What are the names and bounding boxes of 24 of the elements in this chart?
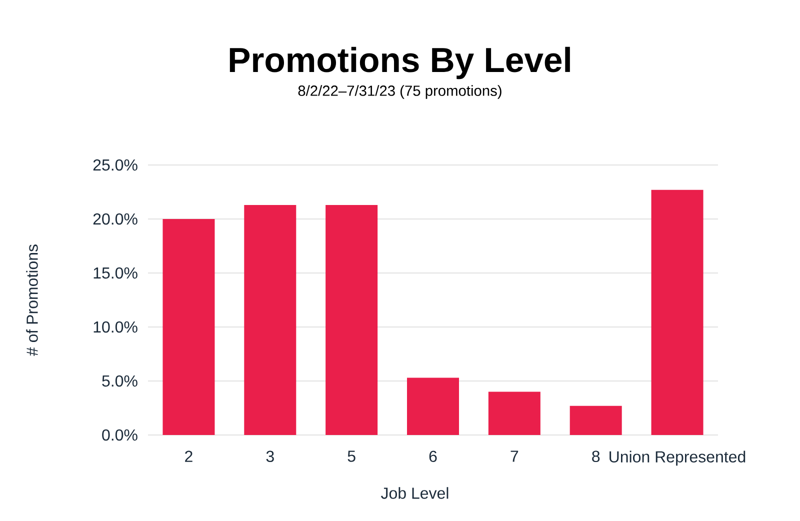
x-axis-title: Job Level bbox=[381, 487, 448, 499]
bar bbox=[407, 378, 459, 435]
y-tick-label: 10.0% bbox=[94, 321, 138, 333]
bar bbox=[244, 204, 296, 435]
x-tick-label: 6 bbox=[429, 450, 437, 462]
x-tick-label: 2 bbox=[185, 450, 192, 462]
y-axis-title: # of Promotions bbox=[26, 244, 38, 356]
x-tick-label: 8 bbox=[592, 450, 600, 462]
y-tick-label: 0.0% bbox=[102, 429, 138, 441]
y-tick-label: 20.0% bbox=[93, 213, 138, 225]
bar bbox=[488, 392, 540, 435]
x-tick-label: 5 bbox=[348, 450, 356, 462]
chart-title: Promotions By Level bbox=[230, 46, 570, 80]
chart-subtitle: 8/2/22–7/31/23 (75 promotions) bbox=[298, 85, 502, 99]
y-tick-label: 25.0% bbox=[93, 159, 138, 171]
y-tick-label: 15.0% bbox=[94, 267, 138, 279]
bar bbox=[651, 190, 704, 435]
x-tick-label: 3 bbox=[266, 450, 274, 462]
x-tick-label: 7 bbox=[510, 450, 518, 462]
bar bbox=[162, 218, 215, 435]
bar bbox=[326, 204, 378, 435]
y-tick-label: 5.0% bbox=[102, 375, 138, 387]
x-tick-label: Union Represented bbox=[610, 450, 746, 466]
bar bbox=[570, 406, 622, 435]
